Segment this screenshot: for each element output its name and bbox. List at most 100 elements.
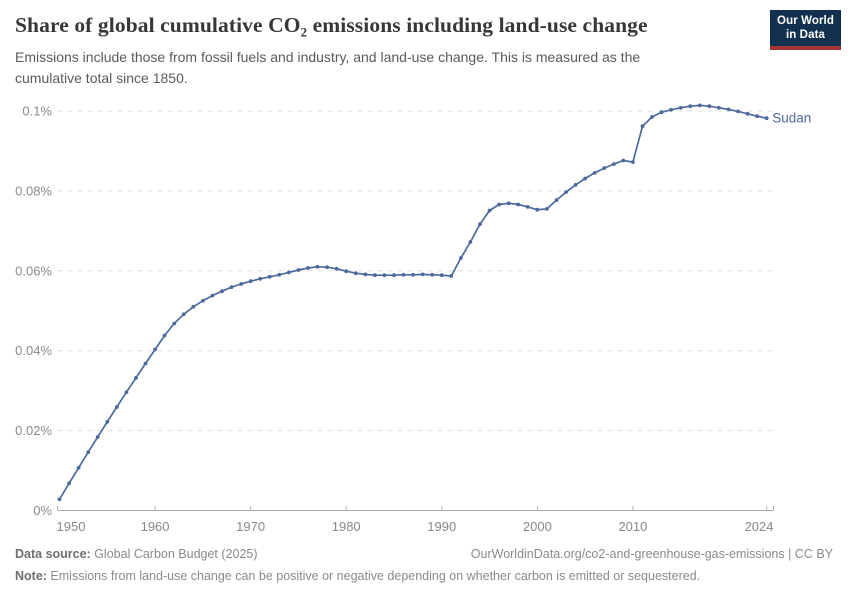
- data-point[interactable]: [726, 107, 731, 112]
- data-point[interactable]: [487, 208, 492, 213]
- data-point[interactable]: [57, 497, 62, 502]
- data-point[interactable]: [659, 110, 664, 115]
- data-point[interactable]: [631, 160, 635, 165]
- data-point[interactable]: [535, 207, 540, 212]
- data-point[interactable]: [468, 240, 473, 244]
- data-point[interactable]: [105, 419, 110, 424]
- data-point[interactable]: [525, 205, 530, 209]
- data-point[interactable]: [392, 273, 396, 278]
- entity-label-sudan[interactable]: Sudan: [772, 111, 811, 126]
- canonical-link[interactable]: OurWorldinData.org/co2-and-greenhouse-ga…: [470, 547, 833, 561]
- data-point[interactable]: [640, 124, 645, 129]
- data-point[interactable]: [95, 435, 100, 439]
- data-point[interactable]: [717, 105, 721, 110]
- data-point[interactable]: [611, 162, 616, 167]
- data-point[interactable]: [334, 266, 339, 271]
- data-point[interactable]: [497, 202, 501, 207]
- data-point[interactable]: [153, 347, 158, 352]
- data-point[interactable]: [344, 269, 349, 274]
- data-point[interactable]: [373, 273, 377, 278]
- owid-logo[interactable]: Our World in Data: [770, 10, 841, 50]
- data-point[interactable]: [678, 105, 683, 110]
- data-point[interactable]: [736, 109, 740, 114]
- data-point[interactable]: [134, 376, 138, 380]
- data-point[interactable]: [545, 207, 549, 211]
- data-point[interactable]: [602, 166, 607, 171]
- x-tick-label: 1960: [141, 519, 170, 534]
- data-point[interactable]: [306, 266, 310, 270]
- data-point[interactable]: [210, 293, 215, 298]
- data-point[interactable]: [382, 273, 387, 278]
- data-point[interactable]: [669, 107, 673, 112]
- data-point[interactable]: [449, 274, 454, 278]
- data-point[interactable]: [764, 116, 769, 121]
- owid-logo-line2: in Data: [785, 28, 826, 41]
- data-point[interactable]: [143, 361, 148, 366]
- page-subtitle: Emissions include those from fossil fuel…: [15, 49, 641, 86]
- data-source: Data source: Global Carbon Budget (2025): [15, 546, 258, 562]
- data-point[interactable]: [124, 390, 129, 395]
- data-point[interactable]: [191, 304, 196, 309]
- data-point[interactable]: [592, 171, 597, 175]
- data-point[interactable]: [430, 272, 435, 277]
- data-point[interactable]: [239, 282, 244, 286]
- data-point[interactable]: [114, 405, 119, 409]
- data-point[interactable]: [229, 285, 234, 290]
- y-tick-label: 0.08%: [15, 183, 52, 198]
- data-point[interactable]: [172, 321, 177, 326]
- data-point[interactable]: [86, 450, 91, 455]
- data-point[interactable]: [745, 111, 750, 116]
- y-tick-label: 0%: [33, 503, 52, 518]
- data-point[interactable]: [315, 264, 320, 269]
- data-point[interactable]: [573, 183, 578, 187]
- data-point[interactable]: [76, 465, 81, 470]
- data-point[interactable]: [650, 115, 654, 119]
- y-tick-label: 0.04%: [15, 343, 52, 358]
- data-point[interactable]: [707, 104, 712, 109]
- x-tick-label: 1970: [236, 519, 265, 534]
- data-point[interactable]: [688, 104, 693, 109]
- data-point[interactable]: [220, 289, 224, 294]
- x-tick-label: 1980: [332, 519, 361, 534]
- data-point[interactable]: [296, 268, 301, 272]
- chart-footer: Data source: Global Carbon Budget (2025)…: [15, 546, 833, 584]
- x-tick-label: 2000: [523, 519, 552, 534]
- data-point[interactable]: [420, 272, 425, 277]
- x-tick-label: 2010: [618, 519, 647, 534]
- owid-logo-line1: Our World: [777, 15, 834, 27]
- data-point[interactable]: [459, 256, 463, 260]
- data-point[interactable]: [277, 272, 282, 277]
- data-point[interactable]: [506, 201, 511, 206]
- data-source-text: Global Carbon Budget (2025): [90, 547, 258, 561]
- data-point[interactable]: [564, 190, 568, 195]
- data-point[interactable]: [248, 279, 253, 284]
- y-tick-label: 0.06%: [15, 263, 52, 278]
- data-point[interactable]: [201, 298, 205, 303]
- chart-header: Share of global cumulative CO₂ emissions…: [15, 11, 755, 88]
- x-tick-label: 2024: [745, 519, 774, 534]
- page-title: Share of global cumulative CO₂ emissions…: [15, 13, 648, 37]
- data-point[interactable]: [267, 274, 272, 279]
- data-point[interactable]: [516, 202, 521, 207]
- data-point[interactable]: [287, 270, 291, 275]
- data-point[interactable]: [67, 481, 71, 486]
- x-tick-label: 1990: [427, 519, 456, 534]
- data-point[interactable]: [353, 271, 358, 276]
- sudan-line[interactable]: [58, 104, 767, 500]
- data-point[interactable]: [162, 333, 167, 338]
- data-point[interactable]: [181, 312, 186, 317]
- data-point[interactable]: [401, 272, 406, 277]
- data-point[interactable]: [478, 222, 482, 227]
- data-point[interactable]: [325, 265, 329, 270]
- data-point[interactable]: [755, 114, 759, 119]
- data-point[interactable]: [697, 103, 702, 108]
- data-point[interactable]: [621, 158, 626, 163]
- data-point[interactable]: [554, 198, 559, 203]
- data-point[interactable]: [411, 272, 415, 277]
- data-point[interactable]: [363, 272, 368, 277]
- data-point[interactable]: [439, 273, 444, 278]
- data-point[interactable]: [583, 176, 587, 181]
- data-point[interactable]: [258, 276, 263, 281]
